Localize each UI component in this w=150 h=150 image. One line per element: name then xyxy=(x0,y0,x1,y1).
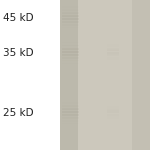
Bar xyxy=(62,120,79,121)
Bar xyxy=(106,41,119,42)
Bar xyxy=(106,112,119,113)
Bar xyxy=(106,44,119,45)
Bar xyxy=(62,7,79,8)
Bar xyxy=(62,12,79,13)
Bar xyxy=(62,67,79,68)
Bar xyxy=(62,25,79,26)
Bar xyxy=(62,114,79,115)
Bar xyxy=(62,48,79,49)
Bar xyxy=(62,109,79,110)
Bar xyxy=(62,100,79,101)
Bar xyxy=(62,66,79,67)
Bar xyxy=(62,21,79,22)
Text: 25 kD: 25 kD xyxy=(3,108,34,117)
Bar xyxy=(106,46,119,47)
Bar xyxy=(60,0,150,150)
Bar xyxy=(106,104,119,105)
Bar xyxy=(62,118,79,119)
Bar xyxy=(62,18,79,19)
Bar xyxy=(106,118,119,119)
Bar xyxy=(60,0,78,150)
Bar xyxy=(62,99,79,100)
Bar xyxy=(62,105,79,106)
Bar xyxy=(62,39,79,40)
Bar xyxy=(62,40,79,41)
Bar xyxy=(132,0,150,150)
Bar xyxy=(62,10,79,11)
Bar xyxy=(62,49,79,50)
Bar xyxy=(62,19,79,20)
Bar xyxy=(106,54,119,55)
Bar xyxy=(62,57,79,58)
Bar xyxy=(62,13,79,14)
Bar xyxy=(106,57,119,58)
Bar xyxy=(106,61,119,62)
Bar xyxy=(62,43,79,44)
Bar xyxy=(62,117,79,118)
Bar xyxy=(106,109,119,110)
Bar xyxy=(62,24,79,25)
Bar xyxy=(106,110,119,111)
Bar xyxy=(62,126,79,127)
Bar xyxy=(62,61,79,62)
Bar xyxy=(62,27,79,28)
Bar xyxy=(62,30,79,31)
Bar xyxy=(106,60,119,61)
Bar xyxy=(62,121,79,122)
Bar xyxy=(106,49,119,50)
Bar xyxy=(106,50,119,51)
Bar xyxy=(62,54,79,55)
Bar xyxy=(62,51,79,52)
Bar xyxy=(106,106,119,107)
Bar xyxy=(62,3,79,4)
Bar xyxy=(106,115,119,116)
Bar xyxy=(106,116,119,117)
Bar xyxy=(62,45,79,46)
Bar xyxy=(62,102,79,103)
Bar xyxy=(62,115,79,116)
Bar xyxy=(106,51,119,52)
Bar xyxy=(62,58,79,59)
Bar xyxy=(106,107,119,108)
Bar xyxy=(62,103,79,104)
Bar xyxy=(106,48,119,49)
Bar xyxy=(62,123,79,124)
Bar xyxy=(106,111,119,112)
Text: 45 kD: 45 kD xyxy=(3,13,34,23)
Bar xyxy=(106,119,119,120)
Bar xyxy=(62,42,79,43)
Bar xyxy=(62,111,79,112)
Bar xyxy=(106,103,119,104)
Bar xyxy=(106,108,119,109)
Bar xyxy=(62,60,79,61)
Bar xyxy=(62,63,79,64)
Bar xyxy=(106,63,119,64)
Bar xyxy=(62,15,79,16)
Bar xyxy=(106,117,119,118)
Bar xyxy=(106,43,119,44)
Bar xyxy=(106,59,119,60)
Bar xyxy=(62,127,79,128)
Bar xyxy=(106,62,119,63)
Bar xyxy=(62,55,79,56)
Bar xyxy=(62,9,79,10)
Bar xyxy=(62,6,79,7)
Text: 35 kD: 35 kD xyxy=(3,48,34,57)
Bar xyxy=(106,114,119,115)
Bar xyxy=(106,45,119,46)
Bar xyxy=(106,42,119,43)
Bar xyxy=(106,58,119,59)
Bar xyxy=(62,108,79,109)
Bar xyxy=(106,53,119,54)
